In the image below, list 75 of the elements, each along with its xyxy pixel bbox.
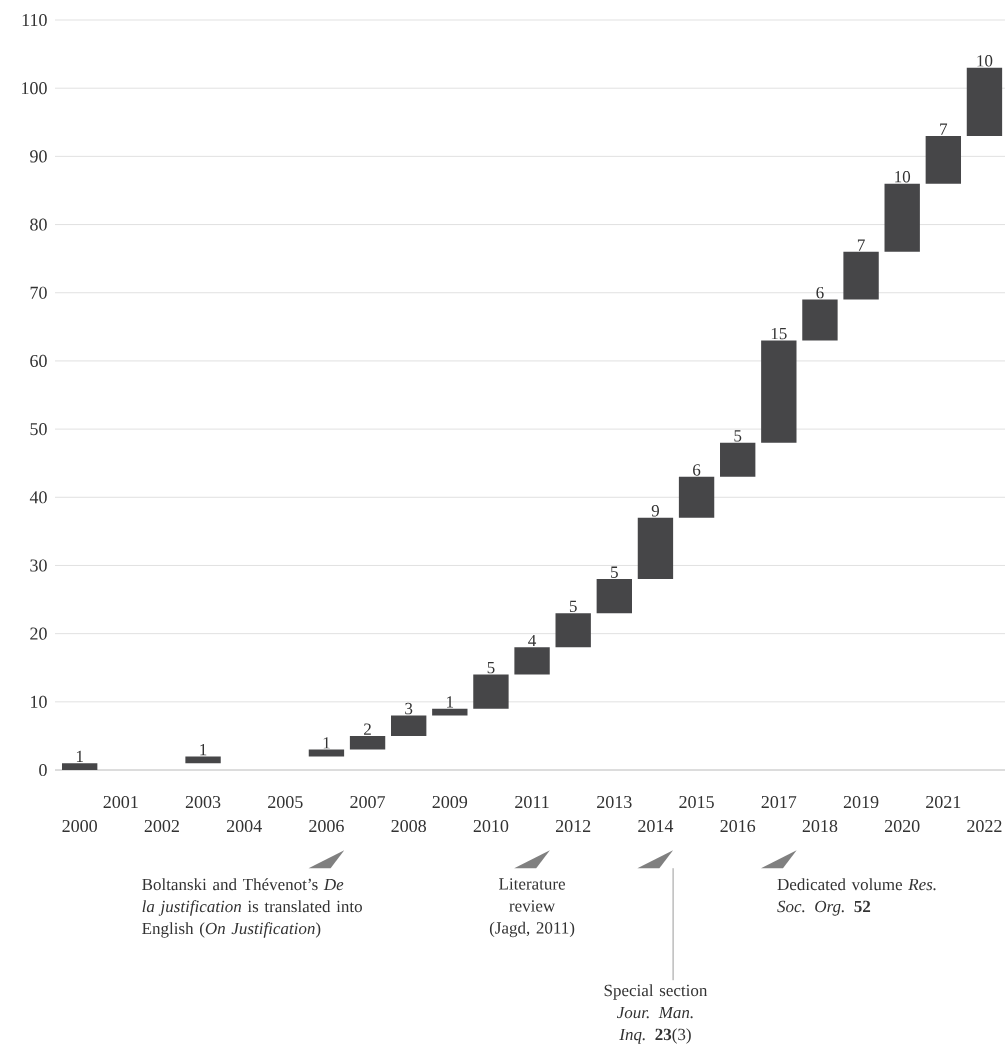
data-label: 1 bbox=[447, 696, 454, 708]
y-tick-label: 90 bbox=[30, 150, 47, 163]
data-label: 5 bbox=[734, 430, 742, 442]
x-tick-label: 2001 bbox=[103, 795, 138, 809]
x-tick-label: 2007 bbox=[350, 795, 386, 809]
x-tick-label: 2015 bbox=[679, 795, 714, 809]
bar bbox=[391, 715, 427, 736]
data-label: 9 bbox=[651, 505, 659, 517]
data-label: 5 bbox=[487, 662, 495, 674]
x-tick-label: 2000 bbox=[62, 819, 97, 833]
bar bbox=[596, 579, 632, 614]
y-tick-label: 100 bbox=[22, 82, 47, 95]
y-tick-label: 20 bbox=[30, 627, 47, 640]
data-label: 5 bbox=[569, 600, 577, 612]
x-tick-label: 2004 bbox=[226, 819, 262, 833]
data-label: 15 bbox=[771, 327, 787, 340]
x-tick-label: 2022 bbox=[967, 819, 1002, 833]
x-tick-label: 2011 bbox=[515, 795, 549, 809]
bar bbox=[884, 183, 920, 252]
data-label: 1 bbox=[200, 743, 207, 756]
bar bbox=[678, 476, 715, 518]
x-tick-label: 2017 bbox=[761, 795, 797, 809]
y-tick-label: 70 bbox=[30, 286, 47, 299]
y-tick-label: 50 bbox=[30, 423, 47, 436]
data-label: 10 bbox=[977, 55, 993, 67]
x-tick-label: 2002 bbox=[144, 819, 179, 833]
y-tick-label: 60 bbox=[30, 354, 47, 367]
bar bbox=[473, 674, 509, 709]
x-tick-label: 2010 bbox=[473, 819, 509, 833]
x-tick-label: 2003 bbox=[185, 795, 221, 809]
bar bbox=[61, 763, 98, 771]
bar bbox=[514, 647, 550, 675]
x-tick-label: 2008 bbox=[391, 819, 426, 833]
text: Special section Jour. Man. Inq. 23(3) bbox=[604, 984, 708, 1044]
x-tick-label: 2021 bbox=[926, 795, 961, 809]
x-tick-label: 2012 bbox=[555, 819, 591, 833]
x-tick-label: 2020 bbox=[884, 819, 920, 833]
bar bbox=[802, 299, 838, 341]
bar bbox=[966, 67, 1003, 136]
data-label: 2 bbox=[364, 723, 371, 735]
text: Boltanski and Thévenot’s De la justification is translated into English (On Justification) bbox=[142, 878, 362, 938]
data-label: 7 bbox=[857, 239, 865, 251]
y-tick-label: 110 bbox=[22, 13, 47, 27]
data-label: 3 bbox=[405, 702, 413, 715]
x-tick-label: 2014 bbox=[638, 819, 674, 833]
data-label: 1 bbox=[76, 750, 83, 762]
bar bbox=[720, 442, 756, 477]
data-label: 6 bbox=[816, 286, 824, 299]
data-label: 7 bbox=[940, 123, 948, 135]
x-tick-label: 2018 bbox=[802, 819, 838, 833]
y-tick-label: 80 bbox=[30, 218, 47, 231]
bar bbox=[555, 613, 591, 648]
text: Literature review (Jagd, 2011) bbox=[489, 878, 575, 938]
x-tick-label: 2005 bbox=[268, 795, 303, 809]
bar bbox=[637, 517, 674, 580]
data-label: 5 bbox=[611, 566, 618, 578]
bar bbox=[761, 340, 797, 443]
y-tick-label: 0 bbox=[39, 763, 47, 777]
bar bbox=[843, 251, 879, 300]
text: Dedicated volume Res. Soc. Org. 52 bbox=[777, 878, 936, 916]
x-tick-label: 2019 bbox=[843, 795, 879, 809]
data-label: 10 bbox=[895, 170, 911, 183]
data-label: 4 bbox=[528, 634, 537, 647]
bar bbox=[185, 756, 221, 764]
x-tick-label: 2016 bbox=[720, 819, 756, 833]
bar bbox=[349, 735, 386, 750]
y-tick-label: 40 bbox=[29, 491, 47, 504]
bar bbox=[925, 135, 962, 184]
x-tick-label: 2006 bbox=[309, 819, 344, 833]
x-tick-label: 2009 bbox=[432, 795, 468, 809]
y-tick-label: 30 bbox=[30, 559, 47, 572]
x-tick-label: 2013 bbox=[597, 795, 632, 809]
y-tick-label: 10 bbox=[31, 695, 47, 708]
data-label: 6 bbox=[693, 464, 701, 476]
data-label: 1 bbox=[323, 737, 330, 749]
